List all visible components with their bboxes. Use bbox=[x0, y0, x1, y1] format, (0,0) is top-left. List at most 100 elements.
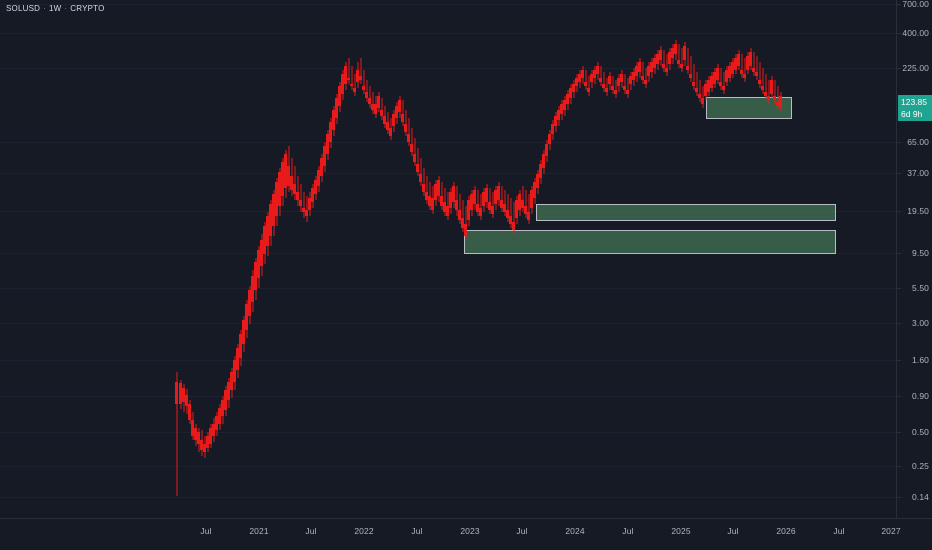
candle-body bbox=[701, 98, 704, 104]
candle-body bbox=[695, 88, 698, 92]
candlestick bbox=[713, 68, 716, 88]
candle-wick bbox=[465, 206, 466, 240]
candle-body bbox=[404, 124, 407, 132]
price-axis-tick bbox=[897, 432, 901, 433]
time-axis[interactable]: Jul 2021 Jul 2022 Jul 2023 Jul 2024 Jul 2025 Jul 20… bbox=[0, 518, 932, 550]
candle-body bbox=[290, 176, 293, 190]
candle-body bbox=[182, 388, 185, 402]
price-gridline bbox=[0, 33, 896, 34]
candlestick bbox=[743, 58, 746, 82]
candle-body bbox=[578, 74, 581, 82]
price-axis-label: 225.00 bbox=[902, 63, 929, 73]
price-axis-tick bbox=[897, 211, 901, 212]
candlestick bbox=[437, 176, 440, 202]
candle-body bbox=[320, 158, 323, 176]
candle-body bbox=[611, 86, 614, 90]
candlestick bbox=[263, 222, 266, 264]
candle-wick bbox=[681, 48, 682, 72]
candlestick bbox=[242, 316, 245, 352]
candle-wick bbox=[627, 78, 628, 98]
candlestick bbox=[491, 192, 494, 218]
candlestick bbox=[287, 146, 290, 192]
candle-body bbox=[713, 72, 716, 84]
candlestick bbox=[227, 378, 230, 408]
candle-body bbox=[440, 196, 443, 206]
price-gridline bbox=[0, 323, 896, 324]
candle-body bbox=[386, 122, 389, 130]
price-axis-label: 65.00 bbox=[907, 137, 929, 147]
plot-area[interactable] bbox=[0, 0, 896, 518]
candle-wick bbox=[354, 74, 355, 96]
candle-wick bbox=[492, 192, 493, 218]
candlestick bbox=[197, 428, 200, 452]
candlestick bbox=[368, 86, 371, 108]
candle-body bbox=[335, 98, 338, 118]
candle-wick bbox=[762, 68, 763, 94]
candlestick bbox=[302, 192, 305, 218]
candle-wick bbox=[462, 200, 463, 232]
candlestick bbox=[593, 66, 596, 84]
candle-body bbox=[674, 44, 677, 54]
candlestick bbox=[254, 258, 257, 300]
candlestick bbox=[698, 80, 701, 102]
candlestick bbox=[557, 106, 560, 126]
candle-body bbox=[224, 390, 227, 410]
middle-demand-zone[interactable] bbox=[536, 204, 836, 221]
price-axis-label: 5.50 bbox=[912, 283, 929, 293]
candle-body bbox=[722, 86, 725, 90]
candlestick bbox=[392, 110, 395, 132]
candlestick bbox=[413, 138, 416, 166]
candle-body bbox=[512, 222, 515, 230]
candlestick bbox=[740, 54, 743, 78]
candle-wick bbox=[522, 186, 523, 212]
price-axis-label: 0.25 bbox=[912, 461, 929, 471]
candlestick bbox=[329, 118, 332, 148]
candle-body bbox=[191, 420, 194, 436]
candle-wick bbox=[600, 66, 601, 86]
candle-body bbox=[752, 68, 755, 72]
candle-body bbox=[395, 106, 398, 118]
candle-body bbox=[734, 58, 737, 70]
price-axis-label: 700.00 bbox=[902, 0, 929, 9]
candle-body bbox=[401, 114, 404, 122]
lower-demand-zone[interactable] bbox=[464, 230, 836, 254]
current-price-tag[interactable]: 123.85 6d 9h bbox=[898, 95, 932, 121]
candle-body bbox=[410, 144, 413, 152]
candle-body bbox=[281, 162, 284, 196]
time-axis-label: 2027 bbox=[881, 526, 901, 536]
candlestick bbox=[194, 424, 197, 446]
candlestick bbox=[434, 180, 437, 206]
candle-wick bbox=[414, 138, 415, 166]
candle-body bbox=[293, 184, 296, 194]
price-gridline bbox=[0, 253, 896, 254]
candle-body bbox=[743, 74, 746, 78]
candle-body bbox=[530, 190, 533, 208]
price-axis[interactable]: 700.00 400.00 225.00 65.00 37.00 19.50 9.50 5.5… bbox=[896, 0, 932, 518]
candle-wick bbox=[663, 50, 664, 72]
candle-wick bbox=[417, 148, 418, 176]
candle-body bbox=[683, 46, 686, 60]
candlestick bbox=[764, 74, 767, 100]
upper-supply-zone[interactable] bbox=[706, 97, 792, 119]
candle-wick bbox=[585, 70, 586, 90]
candle-body bbox=[710, 76, 713, 88]
candle-wick bbox=[363, 70, 364, 94]
candle-wick bbox=[306, 196, 307, 222]
candlestick bbox=[755, 56, 758, 80]
candle-body bbox=[248, 290, 251, 316]
price-axis-label: 1.60 bbox=[912, 355, 929, 365]
candle-body bbox=[194, 428, 197, 440]
candlestick bbox=[563, 96, 566, 116]
candlestick bbox=[410, 128, 413, 156]
candlestick bbox=[359, 58, 362, 84]
price-axis-tick bbox=[897, 288, 901, 289]
candlestick bbox=[779, 92, 782, 112]
candlestick bbox=[509, 198, 512, 228]
candle-body bbox=[569, 88, 572, 98]
candle-body bbox=[437, 180, 440, 196]
candle-body bbox=[392, 114, 395, 126]
candle-body bbox=[644, 80, 647, 84]
candlestick bbox=[662, 50, 665, 72]
candle-body bbox=[758, 80, 761, 84]
